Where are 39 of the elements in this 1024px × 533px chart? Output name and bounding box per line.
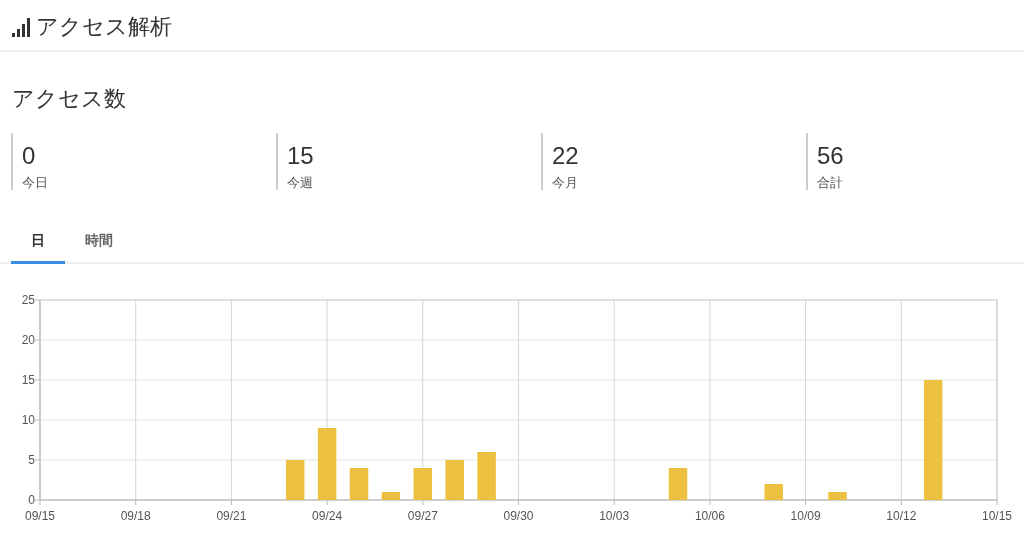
y-tick-label: 5: [28, 453, 36, 467]
text: 日: [31, 232, 45, 248]
x-tick-label: 10/03: [599, 509, 630, 523]
bar: [381, 492, 401, 500]
text: 合計: [817, 175, 843, 190]
x-tick-label: 10/09: [790, 509, 821, 523]
y-tick-label: 15: [21, 373, 36, 387]
text: アクセス解析: [36, 14, 172, 39]
x-tick-label: 10/15: [981, 509, 1013, 523]
bar: [413, 468, 433, 500]
y-tick-label: 10: [21, 413, 36, 427]
x-tick-label: 09/27: [407, 509, 439, 523]
bar: [445, 460, 464, 500]
text: 時間: [85, 232, 113, 248]
y-tick-label: 20: [21, 333, 36, 347]
x-tick-label: 09/30: [503, 509, 534, 523]
text: アクセス数: [12, 86, 126, 111]
x-tick-label: 10/12: [886, 509, 917, 523]
x-tick-label: 09/24: [312, 509, 343, 523]
bar: [828, 492, 847, 500]
bar: [668, 468, 688, 500]
x-tick-label: 10/06: [694, 509, 726, 523]
x-tick-label: 09/21: [216, 509, 247, 523]
bar: [764, 484, 783, 500]
bar: [477, 452, 496, 500]
text: 今日: [22, 175, 48, 190]
x-tick-label: 09/15: [24, 509, 56, 523]
y-tick-label: 0: [28, 493, 36, 507]
bar: [317, 428, 337, 500]
text: 56: [817, 142, 844, 169]
x-tick-label: 09/18: [120, 509, 152, 523]
y-tick-label: 25: [21, 293, 36, 307]
bar: [923, 380, 943, 500]
text: 今週: [287, 175, 313, 190]
bar: [285, 460, 305, 500]
text: 22: [552, 142, 579, 169]
bar: [349, 468, 369, 500]
text: 今月: [552, 175, 578, 190]
text: 15: [287, 142, 314, 169]
